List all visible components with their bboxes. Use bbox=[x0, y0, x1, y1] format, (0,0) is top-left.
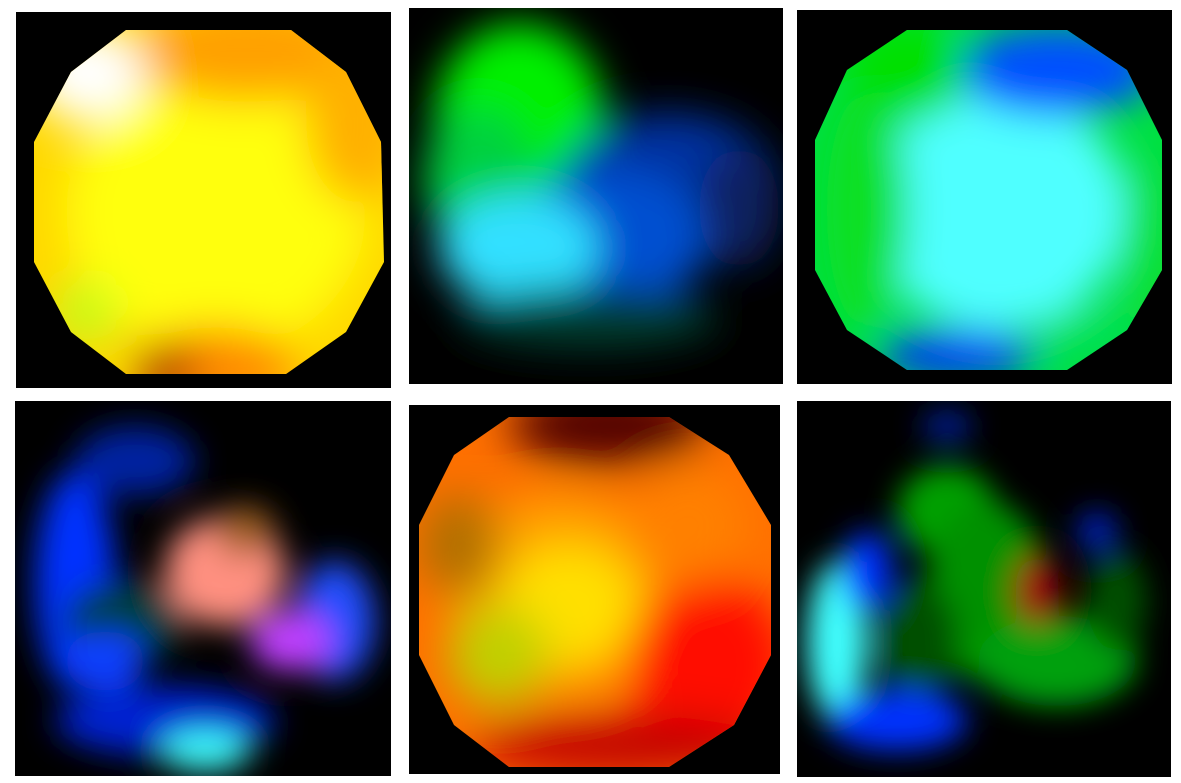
image-panel-5 bbox=[409, 405, 780, 774]
disc-image-5 bbox=[409, 405, 780, 774]
image-panel-3 bbox=[797, 10, 1172, 384]
image-panel-4 bbox=[15, 401, 391, 776]
disc-image-3 bbox=[797, 10, 1172, 384]
disc-image-6 bbox=[797, 401, 1171, 777]
disc-image-4 bbox=[15, 401, 391, 776]
disc-image-1 bbox=[16, 12, 391, 388]
disc-image-2 bbox=[409, 8, 783, 384]
image-panel-1 bbox=[16, 12, 391, 388]
image-panel-2 bbox=[409, 8, 783, 384]
image-panel-6 bbox=[797, 401, 1171, 777]
